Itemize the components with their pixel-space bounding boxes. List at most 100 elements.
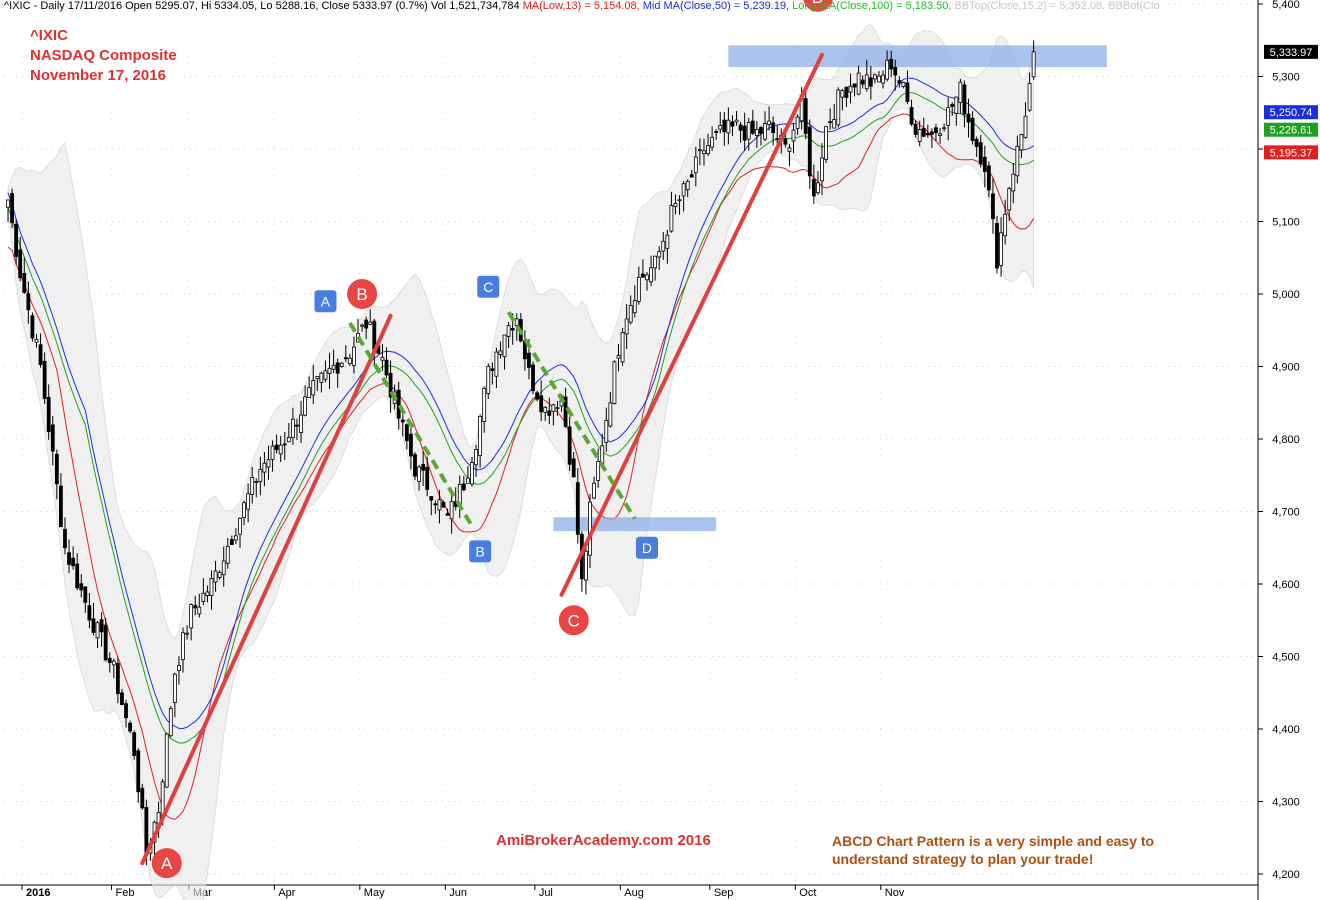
candle-body bbox=[486, 365, 491, 394]
candle-body bbox=[282, 443, 287, 446]
header-bb-bot: BBBot(Clo bbox=[1108, 0, 1160, 12]
candle-body bbox=[1019, 134, 1024, 151]
candle-body bbox=[262, 462, 267, 473]
candle-body bbox=[311, 380, 316, 396]
candle-body bbox=[856, 72, 861, 95]
candle-body bbox=[347, 357, 352, 364]
candle-body bbox=[974, 138, 979, 147]
candle-body bbox=[950, 104, 955, 107]
last-value-tag: 5,226.61 bbox=[1264, 122, 1318, 137]
candle-body bbox=[803, 98, 808, 134]
candle-body bbox=[592, 482, 596, 499]
blue-marker-label: A bbox=[321, 293, 331, 309]
candle-body bbox=[1027, 82, 1032, 111]
candle-body bbox=[132, 732, 137, 756]
candle-body bbox=[1031, 51, 1036, 78]
candle-body bbox=[885, 59, 890, 80]
candle-body bbox=[1023, 115, 1028, 138]
candle-body bbox=[657, 251, 662, 258]
y-tick-label: 4,800 bbox=[1272, 434, 1300, 446]
candle-body bbox=[588, 501, 592, 556]
blue-point-a: A bbox=[314, 290, 337, 313]
candle-body bbox=[624, 318, 629, 335]
candle-body bbox=[461, 483, 466, 491]
candle-body bbox=[404, 424, 409, 442]
candle-body bbox=[323, 370, 328, 380]
candle-body bbox=[714, 131, 719, 133]
price-zone bbox=[728, 45, 1107, 68]
y-tick-label: 5,100 bbox=[1272, 217, 1300, 229]
candle-body bbox=[128, 722, 133, 732]
candle-body bbox=[628, 305, 633, 323]
candle-body bbox=[820, 157, 824, 182]
candle-body bbox=[136, 750, 141, 793]
blue-point-b: B bbox=[469, 540, 492, 563]
x-tick-label: Apr bbox=[278, 887, 295, 899]
candle-body bbox=[91, 618, 96, 633]
x-tick-label: Sep bbox=[714, 887, 734, 899]
candle-body bbox=[1011, 173, 1016, 192]
candle-body bbox=[995, 223, 999, 269]
candle-body bbox=[681, 183, 686, 197]
candle-body bbox=[63, 528, 67, 549]
title-symbol: ^IXIC bbox=[30, 27, 68, 44]
candle-body bbox=[425, 466, 430, 490]
candle-body bbox=[83, 586, 88, 603]
candle-body bbox=[604, 419, 609, 443]
candle-body bbox=[103, 624, 108, 661]
pattern-note: ABCD Chart Pattern is a very simple and … bbox=[832, 832, 1154, 868]
candle-body bbox=[824, 126, 828, 160]
candle-body bbox=[295, 424, 299, 427]
red-marker bbox=[558, 605, 589, 636]
candle-body bbox=[750, 120, 755, 134]
candle-body bbox=[111, 660, 116, 666]
candle-body bbox=[1015, 145, 1020, 177]
candle-body bbox=[791, 129, 796, 142]
candle-body bbox=[999, 232, 1003, 266]
candle-body bbox=[437, 499, 442, 511]
candle-body bbox=[54, 453, 59, 485]
candle-body bbox=[352, 346, 356, 366]
candle-body bbox=[75, 563, 80, 589]
candle-body bbox=[217, 572, 222, 578]
candle-body bbox=[571, 458, 576, 478]
candle-body bbox=[840, 90, 845, 98]
candle-body bbox=[543, 406, 548, 413]
candle-body bbox=[270, 445, 275, 460]
candle-body bbox=[396, 389, 401, 419]
trend-line bbox=[559, 52, 824, 597]
candle-body bbox=[905, 82, 910, 102]
candle-body bbox=[759, 127, 763, 134]
candle-body bbox=[991, 193, 995, 220]
candle-body bbox=[433, 503, 438, 506]
candle-body bbox=[698, 149, 702, 152]
last-value-box bbox=[1264, 145, 1318, 160]
candle-body bbox=[449, 501, 454, 520]
candle-body bbox=[844, 86, 849, 98]
candle-body bbox=[30, 315, 35, 339]
candle-body bbox=[400, 419, 405, 423]
candle-body bbox=[584, 550, 588, 581]
title-name: NASDAQ Composite bbox=[30, 47, 177, 64]
blue-marker bbox=[477, 275, 500, 298]
candle-body bbox=[413, 454, 417, 477]
candle-body bbox=[67, 552, 71, 565]
candle-body bbox=[445, 513, 450, 516]
candle-body bbox=[860, 79, 865, 85]
candle-body bbox=[946, 107, 951, 126]
candle-body bbox=[763, 123, 767, 140]
red-point-a: A bbox=[151, 848, 182, 879]
candle-body bbox=[490, 368, 495, 371]
candle-body bbox=[286, 437, 291, 443]
candle-body bbox=[343, 357, 348, 360]
candle-body bbox=[848, 85, 853, 93]
red-marker bbox=[151, 848, 182, 879]
candle-body bbox=[10, 193, 14, 223]
y-tick-label: 4,500 bbox=[1272, 652, 1300, 664]
y-tick-label: 4,300 bbox=[1272, 797, 1300, 809]
candle-body bbox=[531, 364, 535, 392]
y-tick-label: 4,600 bbox=[1272, 579, 1300, 591]
candle-body bbox=[909, 107, 914, 125]
candle-body bbox=[319, 372, 324, 383]
